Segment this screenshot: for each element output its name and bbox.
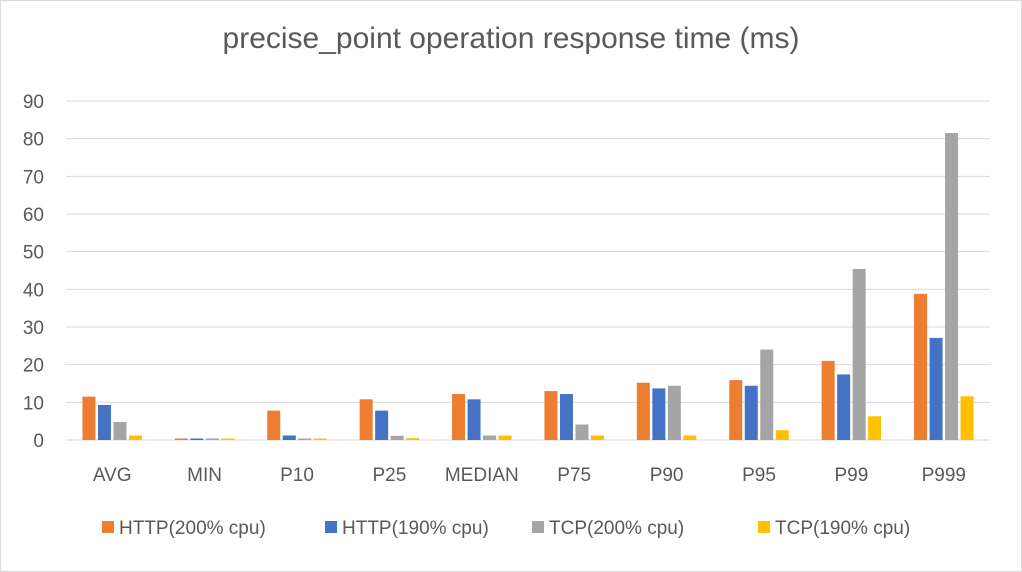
- bar-p75-series-2: [559, 394, 573, 440]
- y-tick-label: 80: [23, 130, 44, 151]
- bar-p10-series-1: [267, 410, 281, 440]
- bar-avg-series-1: [82, 396, 96, 440]
- chart-title: precise_point operation response time (m…: [222, 22, 800, 55]
- bar-p95-series-1: [729, 380, 743, 440]
- legend-item: HTTP(190% cpu): [325, 518, 489, 539]
- bar-p75-series-3: [575, 424, 589, 440]
- y-tick-label: 10: [23, 393, 44, 414]
- y-tick-label: 0: [33, 431, 44, 452]
- y-tick-label: 90: [23, 92, 44, 113]
- y-tick-label: 70: [23, 167, 44, 188]
- legend-label: TCP(200% cpu): [549, 518, 684, 539]
- bar-p999-series-3: [945, 133, 959, 440]
- bar-avg-series-3: [113, 421, 127, 440]
- bar-min-series-3: [205, 438, 219, 440]
- bar-p95-series-3: [760, 349, 774, 440]
- bar-p95-series-4: [775, 430, 789, 440]
- legend: HTTP(200% cpu) HTTP(190% cpu) TCP(200% cpu…: [102, 518, 910, 539]
- bar-p25-series-4: [406, 438, 420, 440]
- legend-swatch: [325, 521, 337, 533]
- y-tick-label: 50: [23, 243, 44, 264]
- y-axis-ticks: 0 10 20 30 40 50 60 70 80 90: [23, 92, 44, 452]
- x-tick-label: P10: [280, 465, 314, 486]
- legend-label: HTTP(190% cpu): [342, 518, 489, 539]
- y-tick-label: 40: [23, 280, 44, 301]
- bar-p75-series-4: [590, 435, 604, 440]
- gridlines: [66, 100, 990, 441]
- bar-p25-series-1: [359, 399, 373, 440]
- bar-median-series-1: [452, 394, 466, 440]
- legend-swatch: [102, 521, 114, 533]
- bar-p99-series-2: [837, 374, 851, 440]
- y-tick-label: 30: [23, 318, 44, 339]
- bar-p10-series-4: [313, 438, 327, 440]
- bar-p99-series-1: [821, 360, 835, 440]
- bar-p75-series-1: [544, 391, 558, 440]
- bar-p90-series-1: [636, 382, 650, 440]
- bar-p25-series-3: [390, 435, 404, 440]
- legend-item: TCP(200% cpu): [532, 518, 684, 539]
- bar-min-series-1: [174, 438, 188, 440]
- legend-item: HTTP(200% cpu): [102, 518, 266, 539]
- x-tick-label: P25: [372, 465, 406, 486]
- legend-item: TCP(190% cpu): [758, 518, 910, 539]
- x-tick-label: P99: [834, 465, 868, 486]
- legend-swatch: [758, 521, 770, 533]
- bar-median-series-2: [467, 399, 481, 440]
- x-tick-label: MEDIAN: [445, 465, 519, 486]
- bar-p90-series-3: [667, 385, 681, 440]
- x-tick-label: P75: [557, 465, 591, 486]
- bar-p999-series-1: [914, 293, 928, 440]
- bar-min-series-4: [221, 438, 235, 440]
- bar-median-series-3: [483, 435, 497, 440]
- bars: [82, 133, 974, 440]
- legend-swatch: [532, 521, 544, 533]
- bar-p10-series-3: [298, 438, 312, 440]
- x-tick-label: MIN: [187, 465, 222, 486]
- x-tick-label: P999: [922, 465, 966, 486]
- bar-avg-series-4: [128, 435, 142, 440]
- x-axis-ticks: AVG MIN P10 P25 MEDIAN P75 P90 P95 P99 P999: [93, 465, 966, 486]
- bar-avg-series-2: [97, 404, 111, 440]
- y-tick-label: 20: [23, 356, 44, 377]
- bar-p999-series-2: [929, 337, 943, 440]
- bar-p95-series-2: [744, 385, 758, 440]
- legend-label: HTTP(200% cpu): [119, 518, 266, 539]
- y-tick-label: 60: [23, 205, 44, 226]
- x-tick-label: AVG: [93, 465, 132, 486]
- x-tick-label: P95: [742, 465, 776, 486]
- bar-p90-series-4: [683, 435, 697, 440]
- bar-p10-series-2: [282, 435, 296, 440]
- bar-p99-series-3: [852, 268, 866, 440]
- bar-min-series-2: [190, 438, 204, 440]
- bar-median-series-4: [498, 435, 512, 440]
- legend-label: TCP(190% cpu): [775, 518, 910, 539]
- bar-p90-series-2: [652, 388, 666, 440]
- x-tick-label: P90: [650, 465, 684, 486]
- bar-p25-series-2: [375, 410, 389, 440]
- bar-p99-series-4: [868, 416, 882, 440]
- bar-p999-series-4: [960, 396, 974, 440]
